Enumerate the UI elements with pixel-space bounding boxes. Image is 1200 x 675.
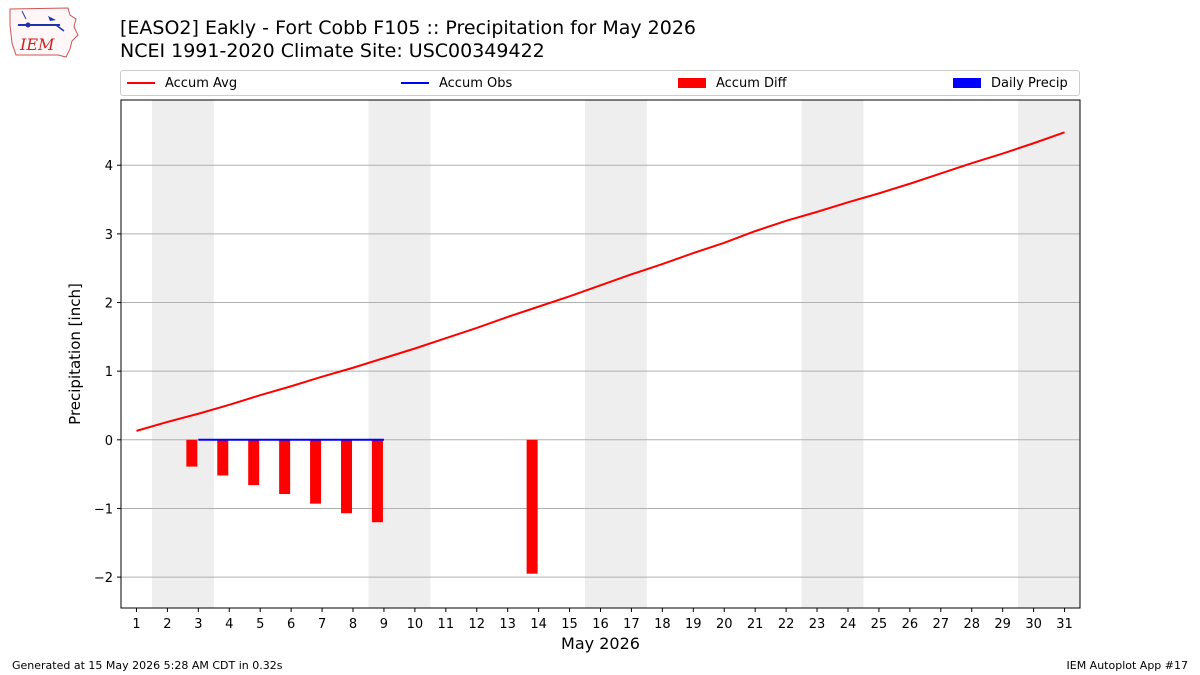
x-tick-label: 1 [132,617,140,632]
y-tick-label: 1 [105,365,113,380]
chart-subtitle: NCEI 1991-2020 Climate Site: USC00349422 [120,40,545,62]
x-tick-label: 24 [840,617,857,632]
accum-diff-bar [341,439,353,514]
x-tick-label: 3 [194,617,202,632]
weekend-shade [1018,100,1080,608]
x-axis-label: May 2026 [561,634,640,653]
x-tick-label: 4 [225,617,233,632]
x-tick-label: 25 [871,617,888,632]
y-tick-label: −2 [94,571,113,586]
accum-diff-bar [526,439,538,574]
legend: Accum Avg Accum Obs Accum Diff Daily Pre… [120,70,1080,96]
y-axis-label: Precipitation [inch] [66,283,84,425]
x-tick-label: 21 [747,617,764,632]
accum-diff-bar [186,439,198,467]
accum-diff-bar [217,439,229,476]
legend-swatch-box-icon [678,78,706,88]
x-tick-label: 14 [530,617,547,632]
legend-item-accum-obs: Accum Obs [401,71,512,95]
legend-label: Accum Obs [439,75,513,91]
x-tick-label: 28 [963,617,980,632]
accum-diff-bar [248,439,260,486]
legend-swatch-box-icon [953,78,981,88]
x-tick-label: 19 [685,617,702,632]
accum-diff-bar [279,439,291,495]
x-tick-label: 11 [438,617,455,632]
plot-frame [120,99,1081,609]
y-tick-label: 0 [105,434,113,449]
y-tick-label: 4 [105,159,113,174]
legend-label: Accum Diff [716,75,787,91]
legend-label: Daily Precip [991,75,1068,91]
y-tick-label: 3 [105,228,113,243]
x-tick-label: 12 [468,617,485,632]
x-tick-label: 17 [623,617,640,632]
x-tick-label: 16 [592,617,609,632]
iem-logo: IEM [9,7,79,58]
x-tick-label: 20 [716,617,733,632]
logo-text: IEM [19,35,55,54]
weekend-shade [801,100,864,608]
x-tick-label: 18 [654,617,671,632]
x-tick-label: 5 [256,617,264,632]
accum-avg-line [136,131,1065,432]
weekend-shade [585,100,647,608]
generated-timestamp: Generated at 15 May 2026 5:28 AM CDT in … [12,659,283,672]
x-tick-label: 22 [778,617,795,632]
x-tick-label: 10 [407,617,424,632]
legend-item-accum-diff: Accum Diff [678,71,787,95]
app-label: IEM Autoplot App #17 [1066,659,1189,672]
x-tick-label: 26 [902,617,919,632]
x-tick-label: 29 [994,617,1011,632]
accum-diff-bar [310,439,322,504]
x-tick-label: 31 [1056,617,1073,632]
x-tick-label: 6 [287,617,295,632]
legend-swatch-line-icon [127,82,155,84]
x-tick-label: 7 [318,617,326,632]
weekend-shade [151,100,214,608]
x-tick-label: 9 [380,617,388,632]
y-tick-label: 2 [105,297,113,312]
x-tick-label: 13 [499,617,516,632]
legend-swatch-line-icon [401,82,429,84]
legend-label: Accum Avg [165,75,238,91]
x-tick-label: 27 [933,617,950,632]
x-tick-label: 15 [561,617,578,632]
x-tick-label: 2 [163,617,171,632]
chart-title: [EASO2] Eakly - Fort Cobb F105 :: Precip… [120,17,697,39]
x-tick-label: 30 [1025,617,1042,632]
accum-diff-bar [371,439,383,523]
legend-item-daily-precip: Daily Precip [953,71,1068,95]
x-tick-label: 23 [809,617,826,632]
x-tick-label: 8 [349,617,357,632]
legend-item-accum-avg: Accum Avg [127,71,237,95]
y-tick-label: −1 [94,502,113,517]
